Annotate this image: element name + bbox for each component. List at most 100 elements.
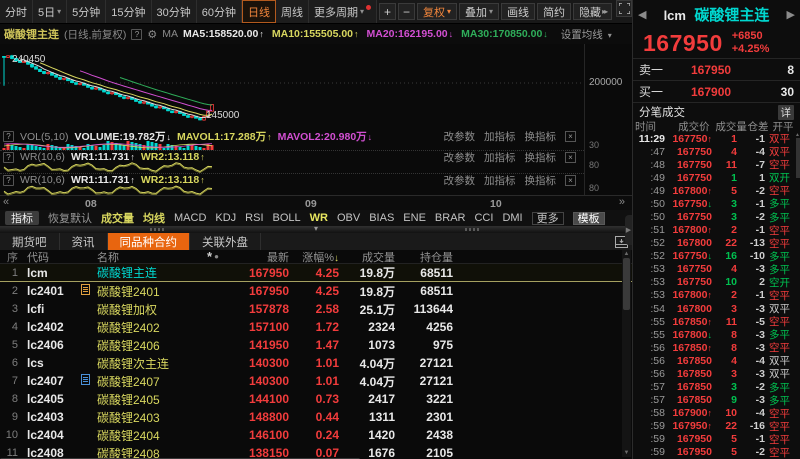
next-contract-icon[interactable]: ▶ [786, 8, 795, 21]
period-button-30分钟[interactable]: 30分钟 [151, 0, 197, 23]
indicator-tab-BOLL[interactable]: BOLL [272, 212, 301, 224]
indicator-tab-OBV[interactable]: OBV [336, 212, 361, 224]
col-header-code[interactable]: 代码 [27, 251, 49, 264]
period-button-5日[interactable]: 5日 ▾ [33, 0, 68, 23]
indicator-tab-DMI[interactable]: DMI [502, 212, 523, 224]
period-button-60分钟[interactable]: 60分钟 [196, 0, 243, 23]
collapse-panel-handle[interactable]: ▶ [625, 215, 632, 245]
col-header-last[interactable]: 最新 [267, 251, 289, 264]
close-pane-icon[interactable]: × [565, 151, 576, 163]
table-row-lc2405[interactable]: 8 lc2405 碳酸锂2405 144100 0.73 2417 3221 [0, 390, 632, 408]
gear-icon[interactable]: ⚙ [147, 28, 158, 41]
zoom-in-button[interactable]: + [379, 3, 397, 20]
pane-action-换指标[interactable]: 换指标 [524, 151, 557, 164]
help-icon[interactable]: ? [3, 174, 14, 186]
pane-action-改参数[interactable]: 改参数 [443, 174, 476, 187]
tick-price: 167850 [676, 381, 712, 394]
volume-cell: 1420 [368, 428, 395, 442]
tab-期货吧[interactable]: 期货吧 [0, 233, 60, 250]
tab-同品种合约[interactable]: 同品种合约 [107, 233, 190, 250]
tick-detail-button[interactable]: 详 [777, 104, 794, 120]
col-header-volume[interactable]: 成交量 [362, 251, 395, 264]
table-row-lc2403[interactable]: 9 lc2403 碳酸锂2403 148800 0.44 1311 2301 [0, 408, 632, 426]
indicator-tab-RSI[interactable]: RSI [245, 212, 264, 224]
table-scrollbar[interactable]: ▲ ▼ [622, 250, 631, 457]
fullscreen-button[interactable] [616, 0, 632, 17]
table-row-lcm[interactable]: 1 lcm 碳酸锂主连 167950 4.25 19.8万 68511 [0, 264, 632, 282]
pane-action-换指标[interactable]: 换指标 [524, 131, 557, 143]
table-row-lc2401[interactable]: 2 lc2401 碳酸锂2401 167950 4.25 19.8万 68511 [0, 282, 632, 300]
table-row-lcfi[interactable]: 3 lcfi 碳酸锂加权 157878 2.58 25.1万 113644 [0, 300, 632, 318]
indicator-tab-成交量[interactable]: 成交量 [101, 213, 134, 225]
splitter-grip [150, 228, 164, 231]
col-header-openinterest[interactable]: 持仓量 [420, 251, 453, 264]
tool-button-复权[interactable]: 复权 ▾ [417, 3, 458, 20]
scroll-right-icon[interactable]: » [618, 196, 625, 208]
indicator-tab-BRAR[interactable]: BRAR [434, 212, 466, 224]
tool-button-隐藏[interactable]: 隐藏 ▸▸ [573, 3, 613, 20]
indicator-tab-MACD[interactable]: MACD [174, 212, 207, 224]
zoom-out-button[interactable]: − [398, 3, 416, 20]
tick-list[interactable]: 11:29 167750↑ 1 -1 双平:47 167750 4 -4 双平:48 167750… [633, 132, 800, 459]
period-button-更多周期[interactable]: 更多周期 ▾ [309, 0, 378, 23]
pane-action-改参数[interactable]: 改参数 [443, 151, 476, 164]
scroll-up-icon[interactable]: ▲ [623, 251, 630, 257]
pane-action-改参数[interactable]: 改参数 [443, 131, 476, 143]
tool-button-简约[interactable]: 简约 [537, 3, 572, 20]
template-button[interactable]: 模板 [572, 211, 605, 225]
close-pane-icon[interactable]: × [565, 131, 576, 142]
pane-action-加指标[interactable]: 加指标 [484, 174, 516, 187]
prev-contract-icon[interactable]: ◀ [638, 8, 647, 21]
table-row-lc2408[interactable]: 11 lc2408 碳酸锂2408 138150 0.07 1676 2105 [0, 444, 632, 459]
chart-area[interactable]: 240450 145000 ? VOL(5,10) VOLUME:19.782万↓ MA… [0, 44, 632, 196]
table-row-lc2402[interactable]: 4 lc2402 碳酸锂2402 157100 1.72 2324 4256 [0, 318, 632, 336]
pane-action-加指标[interactable]: 加指标 [484, 131, 516, 143]
reset-default-button[interactable]: 恢复默认 [48, 213, 92, 225]
tick-oi-diff: -13 [749, 237, 765, 250]
scrollbar-thumb[interactable] [623, 258, 630, 310]
indicator-tab-KDJ[interactable]: KDJ [215, 212, 237, 224]
table-row-lcs[interactable]: 6 lcs 碳酸锂次主连 140300 1.01 4.04万 27121 [0, 354, 632, 372]
indicator-tab-均线[interactable]: 均线 [143, 213, 165, 225]
period-button-15分钟[interactable]: 15分钟 [106, 0, 152, 23]
period-button-周线[interactable]: 周线 [276, 0, 310, 23]
scrollbar-thumb[interactable] [795, 138, 800, 178]
indicators-button[interactable]: 指标 [5, 211, 39, 225]
col-header-name[interactable]: 名称 [97, 251, 119, 264]
tick-openclose-flag: 空平 [769, 159, 790, 172]
ma-settings-button[interactable]: 设置均线 ▾ [560, 28, 612, 41]
indicator-tab-BIAS[interactable]: BIAS [369, 212, 395, 224]
help-icon[interactable]: ? [3, 131, 14, 142]
pane-action-换指标[interactable]: 换指标 [524, 174, 557, 187]
help-icon[interactable]: ? [3, 151, 14, 163]
table-row-lc2407[interactable]: 7 lc2407 碳酸锂2407 140300 1.01 4.04万 27121 [0, 372, 632, 390]
table-row-lc2404[interactable]: 10 lc2404 碳酸锂2404 146100 0.24 1420 2438 [0, 426, 632, 444]
indicator-tab-ENE[interactable]: ENE [403, 212, 426, 224]
tick-col-header: 成交量 [715, 121, 747, 133]
tick-time: :55 [650, 315, 665, 328]
tool-button-叠加[interactable]: 叠加 ▾ [459, 3, 500, 20]
period-button-日线[interactable]: 日线 [242, 0, 277, 23]
scroll-up-icon[interactable]: ▲ [795, 132, 800, 138]
pane-action-加指标[interactable]: 加指标 [484, 151, 516, 164]
scroll-down-icon[interactable]: ▼ [623, 450, 630, 456]
help-icon[interactable]: ? [131, 28, 143, 40]
scroll-left-icon[interactable]: « [3, 196, 10, 208]
table-row-lc2406[interactable]: 5 lc2406 碳酸锂2406 141950 1.47 1073 975 [0, 336, 632, 354]
indicator-tab-CCI[interactable]: CCI [474, 212, 494, 224]
col-header-change[interactable]: 涨幅%↓ [302, 251, 339, 264]
indicator-tab-WR[interactable]: WR [309, 212, 328, 224]
period-button-分时[interactable]: 分时 [0, 0, 33, 23]
tick-openclose-flag: 空平 [769, 237, 790, 250]
pane-splitter[interactable]: ▾ [0, 224, 632, 233]
tick-scrollbar[interactable]: ▲ [795, 132, 800, 459]
tab-关联外盘[interactable]: 关联外盘 [190, 233, 261, 250]
up-arrow-icon: ↑ [259, 29, 264, 39]
tick-price: 167750↓ [672, 197, 712, 210]
tab-资讯[interactable]: 资讯 [60, 233, 108, 250]
period-button-5分钟[interactable]: 5分钟 [67, 0, 107, 23]
more-indicators-button[interactable]: 更多 [531, 211, 564, 225]
col-header-index[interactable]: 序 [7, 251, 18, 264]
close-pane-icon[interactable]: × [565, 174, 576, 186]
tool-button-画线[interactable]: 画线 [501, 3, 536, 20]
